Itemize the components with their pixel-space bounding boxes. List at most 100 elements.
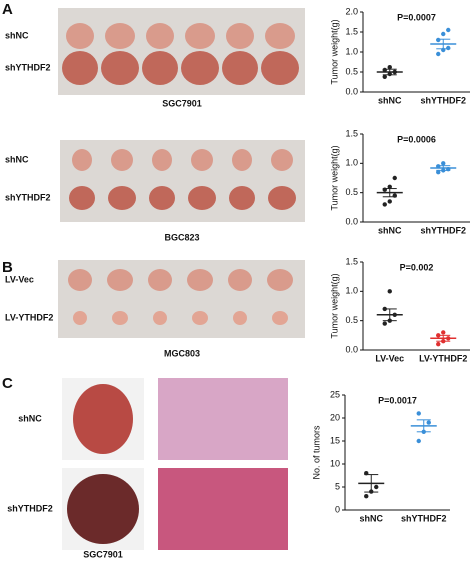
point: [436, 51, 441, 57]
tumor: [261, 51, 299, 85]
point: [392, 175, 397, 181]
tumor: [226, 23, 254, 49]
point: [436, 37, 441, 43]
point: [441, 31, 446, 37]
error-bar: [436, 334, 451, 342]
lung: [73, 384, 133, 454]
point: [387, 289, 392, 294]
y-tick-label: 0: [335, 504, 340, 514]
tumor: [192, 311, 208, 325]
point: [374, 484, 379, 490]
point: [446, 27, 451, 33]
error-bar: [364, 474, 379, 493]
tumor: [185, 23, 215, 49]
y-tick-label: 0.0: [345, 344, 358, 354]
point: [416, 438, 421, 444]
y-tick-label: 1.0: [345, 158, 358, 168]
row-label: shYTHDF2: [7, 503, 53, 513]
tumor: [232, 149, 252, 171]
row-label: LV-YTHDF2: [5, 312, 53, 322]
y-axis-label: No. of tumors: [311, 425, 321, 480]
lung: [67, 474, 139, 544]
tumor: [69, 186, 95, 210]
point: [441, 161, 446, 166]
x-tick-label: shYTHDF2: [420, 225, 466, 235]
p-value: P=0.0017: [378, 395, 417, 405]
y-tick-label: 1.0: [345, 46, 358, 56]
tumor: [112, 311, 128, 325]
point: [382, 321, 387, 326]
error-bar: [382, 188, 397, 198]
tumor: [101, 51, 139, 85]
y-tick-label: 0.5: [345, 187, 358, 197]
x-tick-label: shNC: [378, 95, 402, 105]
tumor: [271, 149, 293, 171]
point: [446, 45, 451, 51]
tumor: [222, 51, 258, 85]
tumor: [108, 186, 136, 210]
y-tick-label: 0.0: [345, 86, 358, 96]
row-label: shYTHDF2: [5, 192, 51, 202]
y-tick-label: 0.5: [345, 66, 358, 76]
photo-caption: SGC7901: [83, 549, 123, 559]
tumor: [188, 186, 216, 210]
point: [364, 494, 369, 499]
tumor: [265, 23, 295, 49]
tumor: [229, 186, 255, 210]
point: [387, 199, 392, 204]
tumor: [73, 311, 87, 325]
tumor: [148, 269, 172, 291]
photo-caption: SGC7901: [162, 98, 202, 108]
point: [436, 341, 441, 347]
p-value: P=0.0007: [397, 12, 436, 22]
x-tick-label: shNC: [359, 513, 383, 523]
panel-letter: B: [2, 259, 13, 276]
tumor: [68, 269, 92, 291]
p-value: P=0.002: [400, 262, 434, 272]
photo: [60, 140, 305, 222]
row-label: LV-Vec: [5, 274, 34, 284]
error-bar: [436, 165, 451, 171]
y-tick-label: 15: [330, 435, 340, 445]
point: [426, 420, 431, 425]
row-label: shNC: [18, 413, 42, 423]
point: [441, 330, 446, 335]
x-tick-label: LV-Vec: [375, 353, 404, 363]
error-bar: [416, 419, 431, 433]
y-tick-label: 0.5: [345, 315, 358, 325]
y-tick-label: 20: [330, 412, 340, 422]
row-label: shNC: [5, 30, 29, 40]
panel-letter: A: [2, 1, 13, 18]
row-label: shYTHDF2: [5, 62, 51, 72]
tumor: [66, 23, 94, 49]
x-tick-label: shNC: [378, 225, 402, 235]
point: [387, 65, 392, 70]
row-label: shNC: [5, 154, 29, 164]
tumor: [62, 51, 98, 85]
y-axis-label: Tumor weight(g): [329, 273, 339, 338]
tumor: [107, 269, 133, 291]
p-value: P=0.0006: [397, 134, 436, 144]
tumor: [72, 149, 92, 171]
y-tick-label: 1.5: [345, 256, 358, 266]
x-tick-label: shYTHDF2: [420, 95, 466, 105]
point: [382, 74, 387, 80]
tumor: [105, 23, 135, 49]
point: [382, 202, 387, 207]
photo: [58, 260, 305, 338]
y-tick-label: 5: [335, 481, 340, 491]
error-bar: [382, 68, 397, 76]
tumor: [267, 269, 293, 291]
y-tick-label: 25: [330, 389, 340, 399]
tumor: [111, 149, 133, 171]
tumor: [146, 23, 174, 49]
y-tick-label: 0.0: [345, 216, 358, 226]
point: [436, 169, 441, 175]
histology: [158, 468, 288, 550]
tumor: [142, 51, 178, 85]
y-tick-label: 1.0: [345, 286, 358, 296]
tumor: [153, 311, 167, 325]
y-tick-label: 2.0: [345, 6, 358, 16]
y-tick-label: 1.5: [345, 26, 358, 36]
